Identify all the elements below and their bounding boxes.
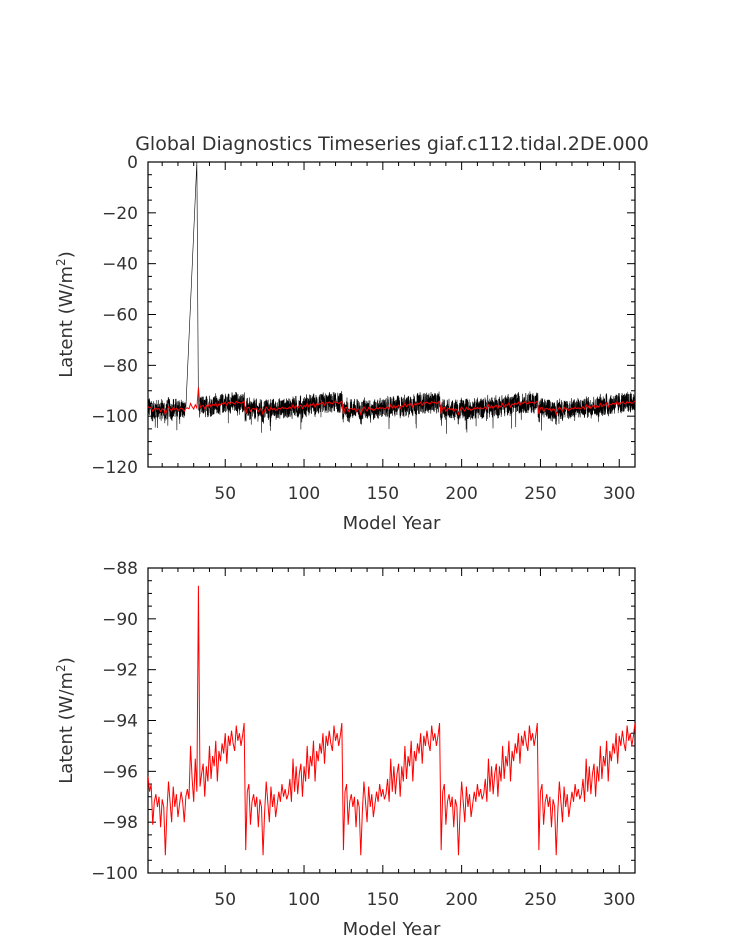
bottom-xlabel: Model Year	[343, 919, 441, 940]
top-xtick-label: 150	[367, 484, 399, 504]
chart-title: Global Diagnostics Timeseries giaf.c112.…	[135, 133, 649, 155]
bottom-ytick-label: −94	[102, 712, 138, 732]
top-xtick-label: 250	[524, 484, 556, 504]
bottom-ytick-label: −100	[91, 864, 138, 884]
top-xtick-label: 50	[214, 484, 236, 504]
bottom-ytick-label: −92	[102, 661, 138, 681]
bottom-series-annual	[148, 585, 635, 856]
top-xlabel: Model Year	[343, 513, 441, 534]
bottom-xtick-label: 50	[214, 890, 236, 910]
bottom-ytick-label: −88	[102, 559, 138, 579]
top-ytick-label: 0	[127, 153, 138, 173]
bottom-frame	[147, 567, 636, 874]
bottom-plot-area	[148, 585, 635, 856]
bottom-ytick-label: −96	[102, 762, 138, 782]
top-series-monthly	[148, 162, 635, 434]
top-xtick-label: 100	[288, 484, 320, 504]
bottom-ylabel: Latent (W/m2)	[54, 657, 77, 783]
panel-bottom: 50 100 150 200 250 300 −88 −90 −92 −94 −96 −98 −100 M…	[54, 559, 636, 940]
top-ytick-label: −100	[91, 407, 138, 427]
top-frame	[147, 161, 636, 468]
bottom-ytick-label: −90	[102, 610, 138, 630]
top-xtick-label: 200	[445, 484, 477, 504]
bottom-ytick-label: −98	[102, 813, 138, 833]
bottom-xtick-label: 300	[603, 890, 635, 910]
top-ytick-label: −60	[102, 306, 138, 326]
top-ytick-label: −40	[102, 255, 138, 275]
bottom-xtick-label: 200	[445, 890, 477, 910]
top-xtick-label: 300	[603, 484, 635, 504]
top-ytick-label: −20	[102, 204, 138, 224]
top-ytick-label: −80	[102, 356, 138, 376]
bottom-xtick-label: 250	[524, 890, 556, 910]
bottom-xtick-label: 100	[288, 890, 320, 910]
bottom-xtick-label: 150	[367, 890, 399, 910]
top-series-annual	[148, 387, 635, 416]
top-ylabel: Latent (W/m2)	[54, 251, 77, 377]
top-plot-area	[148, 162, 635, 434]
panel-top: 50 100 150 200 250 300 0 −20 −40 −60 −80 −100 −120 Mo…	[54, 153, 636, 534]
top-ytick-label: −120	[91, 458, 138, 478]
